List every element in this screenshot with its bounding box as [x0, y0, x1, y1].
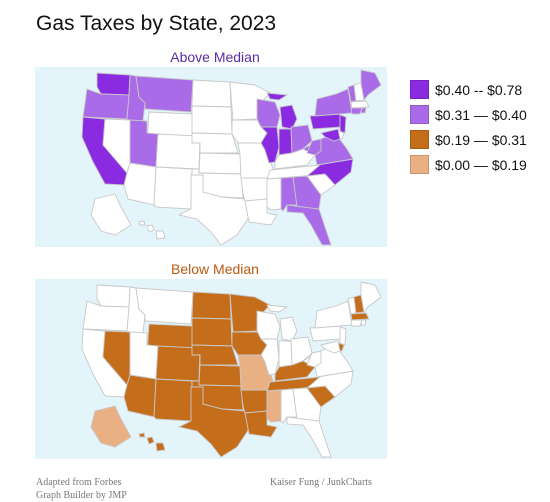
- state-wv: [306, 138, 322, 156]
- legend-label: $0.31 — $0.40: [435, 106, 527, 123]
- above-median-map-svg: [81, 69, 382, 246]
- legend: $0.40 -- $0.78 $0.31 — $0.40 $0.19 — $0.…: [410, 78, 527, 178]
- state-me: [360, 281, 382, 314]
- state-az: [123, 162, 157, 206]
- state-ar: [240, 177, 268, 202]
- state-wa: [96, 284, 131, 308]
- state-ma: [350, 100, 370, 109]
- legend-label: $0.19 — $0.31: [435, 131, 527, 148]
- state-mt: [135, 287, 194, 325]
- state-mt: [135, 75, 194, 113]
- state-ny: [314, 88, 353, 117]
- state-md: [320, 340, 341, 354]
- state-va: [302, 132, 354, 166]
- state-hi: [138, 432, 166, 452]
- chart-title: Gas Taxes by State, 2023: [36, 12, 277, 35]
- footer-credit: Kaiser Fung / JunkCharts: [270, 477, 372, 488]
- state-ri: [360, 319, 367, 326]
- legend-item: $0.40 -- $0.78: [410, 78, 527, 101]
- state-wv: [306, 350, 322, 368]
- state-nm: [153, 378, 193, 422]
- state-il: [259, 126, 280, 164]
- state-mi: [266, 304, 298, 342]
- state-ct: [350, 319, 363, 327]
- state-wi: [256, 98, 281, 128]
- state-mi: [266, 92, 298, 130]
- state-tx: [177, 386, 250, 458]
- state-va: [302, 344, 354, 378]
- state-ri: [360, 107, 367, 114]
- state-tx: [177, 174, 250, 246]
- state-ct: [350, 107, 363, 115]
- state-ga: [292, 175, 322, 210]
- state-wi: [256, 310, 281, 340]
- state-ak: [90, 405, 132, 448]
- state-in: [278, 340, 293, 368]
- state-ny: [314, 300, 353, 329]
- state-hi: [138, 220, 166, 240]
- state-sd: [191, 105, 233, 135]
- state-fl: [286, 416, 332, 458]
- legend-label: $0.00 — $0.19: [435, 156, 527, 173]
- state-sd: [191, 317, 233, 347]
- state-il: [259, 338, 280, 376]
- above-median-map: [35, 67, 387, 247]
- state-nj: [339, 114, 347, 134]
- state-ar: [240, 389, 268, 414]
- below-median-map-svg: [81, 281, 382, 458]
- legend-item: $0.31 — $0.40: [410, 103, 527, 126]
- footer-left: Adapted from Forbes Graph Builder by JMP: [36, 476, 127, 502]
- state-md: [320, 128, 341, 142]
- state-me: [360, 69, 382, 102]
- state-ks: [198, 364, 242, 387]
- state-oh: [290, 336, 313, 366]
- below-median-title: Below Median: [171, 261, 259, 277]
- legend-swatch: [410, 105, 429, 124]
- state-in: [278, 128, 293, 156]
- state-oh: [290, 124, 313, 154]
- state-fl: [286, 204, 332, 246]
- above-median-title: Above Median: [170, 49, 260, 65]
- state-wa: [96, 72, 131, 96]
- legend-item: $0.00 — $0.19: [410, 153, 527, 176]
- legend-label: $0.40 -- $0.78: [435, 81, 523, 98]
- state-nc: [305, 370, 354, 398]
- footer-tool: Graph Builder by JMP: [36, 490, 127, 501]
- state-nd: [191, 79, 232, 108]
- state-ma: [350, 312, 370, 321]
- legend-swatch: [410, 155, 429, 174]
- state-ms: [266, 389, 282, 423]
- legend-item: $0.19 — $0.31: [410, 128, 527, 151]
- state-ms: [266, 177, 282, 211]
- state-nd: [191, 291, 232, 320]
- footer-source: Adapted from Forbes: [36, 477, 122, 488]
- state-ak: [90, 193, 132, 236]
- state-az: [123, 374, 157, 418]
- state-ks: [198, 152, 242, 175]
- state-ga: [292, 387, 322, 422]
- state-nc: [305, 158, 354, 186]
- legend-swatch: [410, 80, 429, 99]
- state-nm: [153, 166, 193, 210]
- state-nj: [339, 326, 347, 346]
- legend-swatch: [410, 130, 429, 149]
- below-median-map: [35, 279, 387, 459]
